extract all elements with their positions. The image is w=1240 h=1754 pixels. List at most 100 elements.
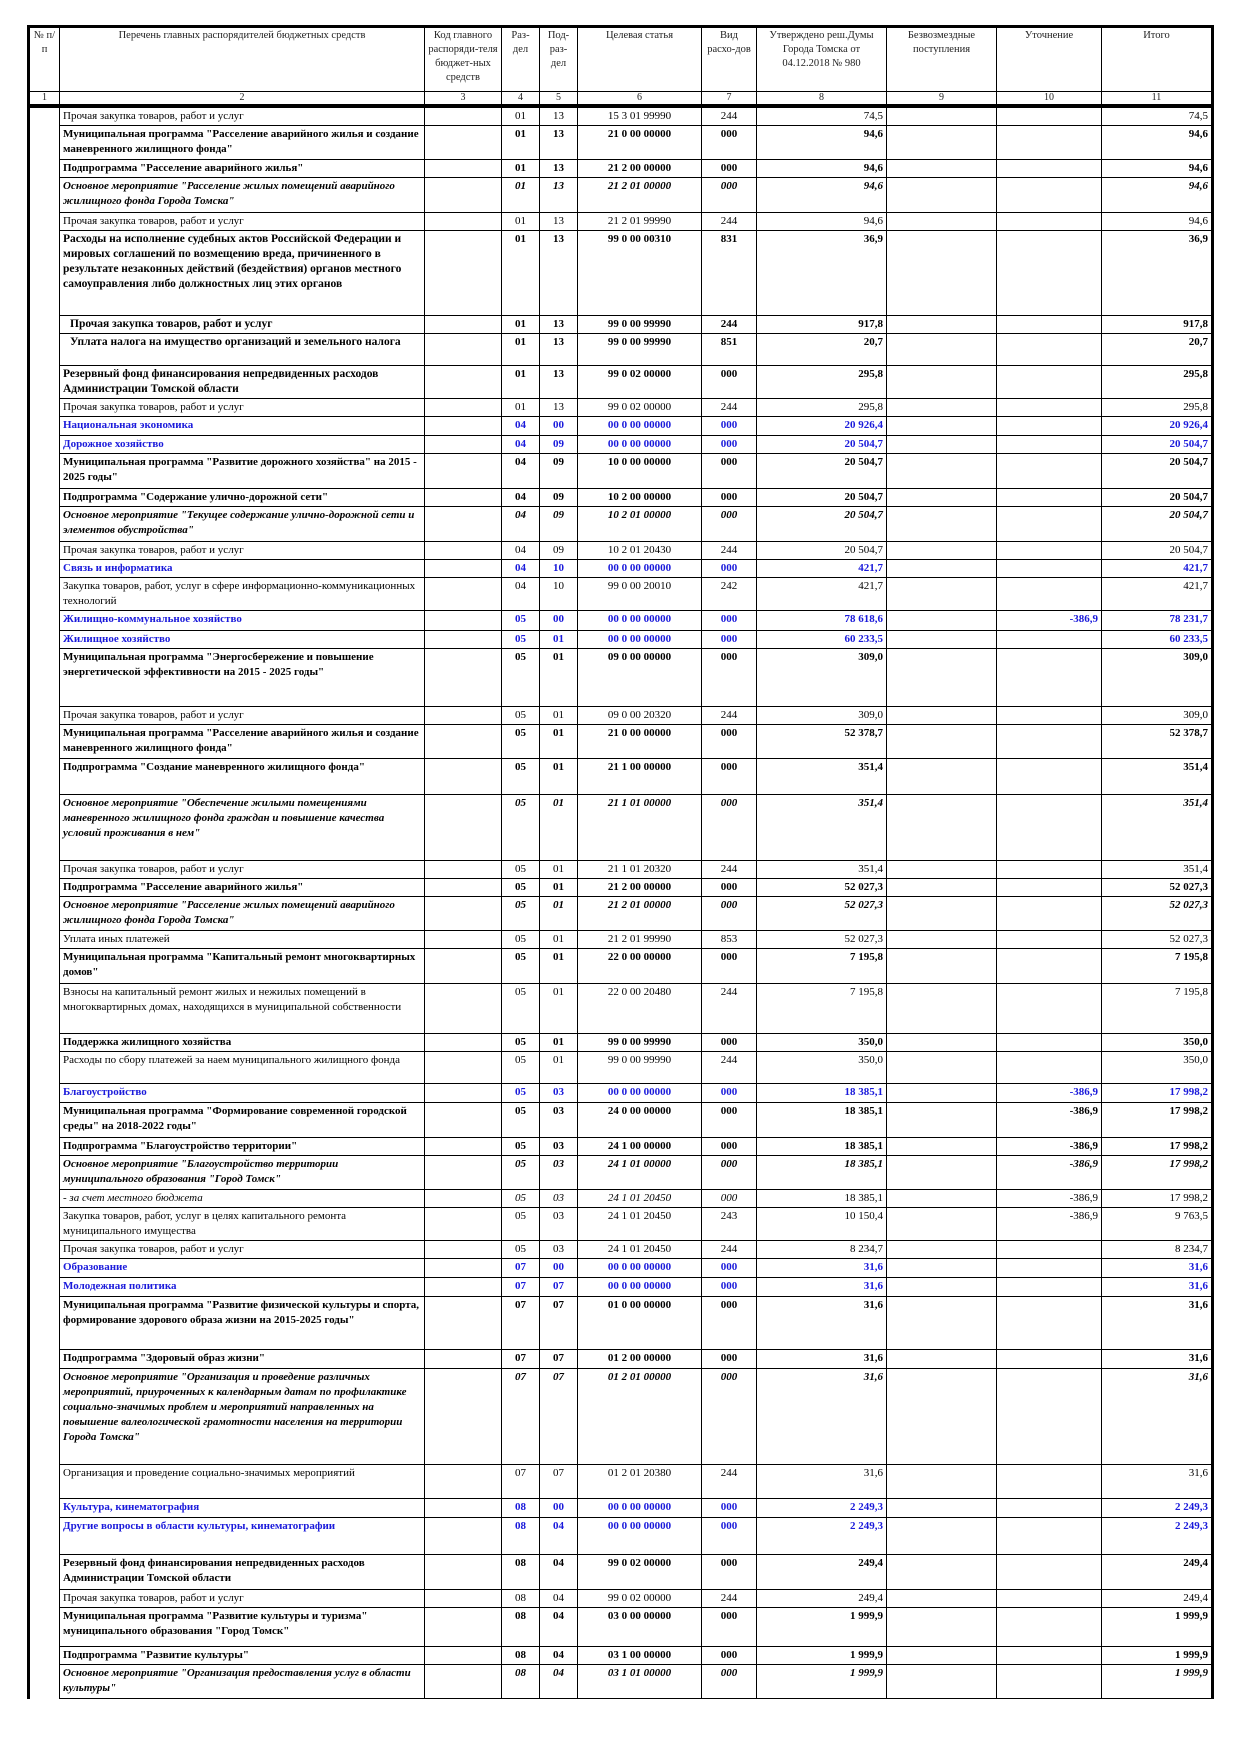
target-article: 09 0 00 00000 — [577, 648, 702, 707]
grants-amount — [886, 1051, 997, 1084]
expense-type: 244 — [701, 860, 757, 879]
total-amount: 421,7 — [1101, 559, 1213, 578]
grants-amount — [886, 1607, 997, 1647]
row-number-cell — [28, 1258, 60, 1278]
table-row: Муниципальная программа "Развитие физиче… — [28, 1296, 1213, 1350]
total-amount: 31,6 — [1101, 1258, 1213, 1278]
subsection-code: 09 — [539, 488, 578, 507]
admin-code-cell — [424, 794, 502, 861]
row-name: Подпрограмма "Расселение аварийного жиль… — [59, 159, 425, 178]
table-row: Подпрограмма "Расселение аварийного жиль… — [28, 878, 1213, 897]
adjustment-amount — [996, 630, 1102, 649]
approved-amount: 31,6 — [756, 1258, 887, 1278]
admin-code-cell — [424, 1240, 502, 1259]
adjustment-amount: -386,9 — [996, 610, 1102, 631]
section-code: 07 — [501, 1349, 540, 1369]
approved-amount: 10 150,4 — [756, 1207, 887, 1241]
subsection-code: 13 — [539, 365, 578, 399]
total-amount: 309,0 — [1101, 648, 1213, 707]
total-amount: 351,4 — [1101, 758, 1213, 795]
total-amount: 31,6 — [1101, 1464, 1213, 1499]
grants-amount — [886, 230, 997, 316]
subsection-code: 01 — [539, 794, 578, 861]
row-number-cell — [28, 1498, 60, 1518]
row-name: Подпрограмма "Благоустройство территории… — [59, 1137, 425, 1156]
subsection-code: 01 — [539, 758, 578, 795]
expense-type: 000 — [701, 878, 757, 897]
grants-amount — [886, 541, 997, 560]
target-article: 21 2 01 99990 — [577, 212, 702, 231]
subsection-code: 01 — [539, 948, 578, 984]
table-row: Подпрограмма "Развитие культуры" 08 04 03 1… — [28, 1646, 1213, 1665]
grants-amount — [886, 724, 997, 759]
section-code: 05 — [501, 1051, 540, 1084]
adjustment-amount — [996, 878, 1102, 897]
section-code: 05 — [501, 1137, 540, 1156]
expense-type: 000 — [701, 630, 757, 649]
row-name: Резервный фонд финансирования непредвиде… — [59, 1554, 425, 1590]
expense-type: 000 — [701, 1368, 757, 1465]
total-amount: 249,4 — [1101, 1554, 1213, 1590]
row-number-cell — [28, 230, 60, 316]
admin-code-cell — [424, 896, 502, 931]
target-article: 21 1 00 00000 — [577, 758, 702, 795]
section-code: 04 — [501, 416, 540, 436]
adjustment-amount — [996, 212, 1102, 231]
table-row: Национальная экономика 04 00 00 0 00 00000 0… — [28, 416, 1213, 436]
total-amount: 17 998,2 — [1101, 1137, 1213, 1156]
row-name: Уплата иных платежей — [59, 930, 425, 949]
row-number-cell — [28, 706, 60, 725]
header-col-expense-type: Вид расхо-дов — [701, 26, 757, 92]
target-article: 21 2 00 00000 — [577, 878, 702, 897]
row-name: Связь и информатика — [59, 559, 425, 578]
expense-type: 244 — [701, 983, 757, 1034]
target-article: 01 2 01 00000 — [577, 1368, 702, 1465]
row-name: Уплата налога на имущество организаций и… — [59, 333, 425, 366]
target-article: 21 0 00 00000 — [577, 125, 702, 160]
grants-amount — [886, 333, 997, 366]
row-number-cell — [28, 1155, 60, 1190]
target-article: 99 0 00 99990 — [577, 333, 702, 366]
approved-amount: 31,6 — [756, 1296, 887, 1350]
table-row: Основное мероприятие "Текущее содержание… — [28, 506, 1213, 542]
expense-type: 000 — [701, 1498, 757, 1518]
row-number-cell — [28, 1033, 60, 1052]
grants-amount — [886, 159, 997, 178]
expense-type: 000 — [701, 1102, 757, 1138]
total-amount: 20 504,7 — [1101, 488, 1213, 507]
section-code: 07 — [501, 1258, 540, 1278]
row-number-cell — [28, 948, 60, 984]
table-row: Уплата налога на имущество организаций и… — [28, 333, 1213, 366]
subsection-code: 03 — [539, 1240, 578, 1259]
header-col-admin-code: Код главного распоряди-теля бюджет-ных с… — [424, 26, 502, 92]
target-article: 00 0 00 00000 — [577, 435, 702, 454]
row-number-cell — [28, 1083, 60, 1103]
approved-amount: 31,6 — [756, 1464, 887, 1499]
expense-type: 244 — [701, 541, 757, 560]
approved-amount: 20 504,7 — [756, 488, 887, 507]
row-number-cell — [28, 1277, 60, 1297]
row-number-cell — [28, 930, 60, 949]
expense-type: 244 — [701, 105, 757, 126]
approved-amount: 2 249,3 — [756, 1498, 887, 1518]
table-row: Другие вопросы в области культуры, кинем… — [28, 1517, 1213, 1555]
row-name: Расходы по сбору платежей за наем муници… — [59, 1051, 425, 1084]
section-code: 08 — [501, 1554, 540, 1590]
adjustment-amount — [996, 416, 1102, 436]
adjustment-amount — [996, 860, 1102, 879]
row-number-cell — [28, 177, 60, 213]
target-article: 99 0 02 00000 — [577, 398, 702, 417]
table-row: Подпрограмма "Содержание улично-дорожной… — [28, 488, 1213, 507]
expense-type: 000 — [701, 1189, 757, 1208]
row-number-cell — [28, 106, 60, 126]
subsection-code: 04 — [539, 1589, 578, 1608]
total-amount: 9 763,5 — [1101, 1207, 1213, 1241]
row-name: Муниципальная программа "Развитие дорожн… — [59, 453, 425, 489]
subsection-code: 03 — [539, 1137, 578, 1156]
approved-amount: 1 999,9 — [756, 1664, 887, 1699]
expense-type: 000 — [701, 1277, 757, 1297]
approved-amount: 421,7 — [756, 577, 887, 611]
approved-amount: 31,6 — [756, 1368, 887, 1465]
section-code: 05 — [501, 648, 540, 707]
table-row: Жилищно-коммунальное хозяйство 05 00 00 0 0… — [28, 610, 1213, 631]
